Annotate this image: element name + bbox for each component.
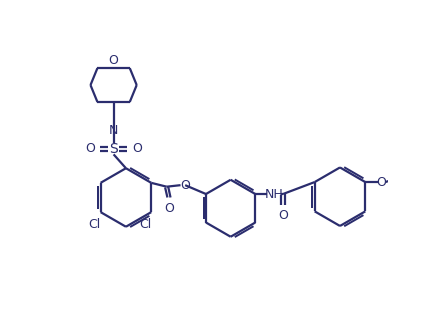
- Text: NH: NH: [264, 188, 283, 201]
- Text: N: N: [109, 124, 118, 137]
- Text: O: O: [377, 176, 387, 188]
- Text: O: O: [164, 202, 174, 215]
- Text: O: O: [278, 209, 288, 222]
- Text: O: O: [109, 54, 118, 67]
- Text: O: O: [132, 142, 142, 156]
- Text: O: O: [180, 179, 190, 192]
- Text: O: O: [86, 142, 95, 156]
- Text: S: S: [109, 142, 118, 156]
- Text: Cl: Cl: [139, 218, 151, 231]
- Text: Cl: Cl: [88, 218, 101, 231]
